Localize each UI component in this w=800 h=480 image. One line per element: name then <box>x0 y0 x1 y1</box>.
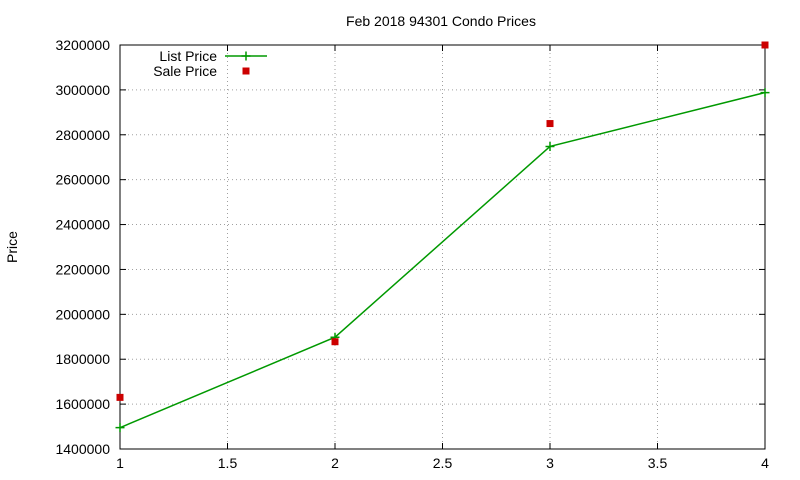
list-price-point <box>115 423 125 433</box>
series-layer <box>115 41 770 433</box>
y-tick-label: 2000000 <box>55 306 110 322</box>
list-price-point <box>545 141 555 151</box>
y-tick-label: 1600000 <box>55 396 110 412</box>
x-tick-label: 2 <box>331 455 339 471</box>
sale-price-point <box>331 338 339 346</box>
x-tick-label: 3.5 <box>648 455 668 471</box>
legend-label-sale-price: Sale Price <box>153 63 217 79</box>
y-axis-label: Price <box>4 231 20 263</box>
y-tick-label: 2800000 <box>55 127 110 143</box>
y-tick-label: 1400000 <box>55 441 110 457</box>
x-tick-label: 3 <box>546 455 554 471</box>
chart-title: Feb 2018 94301 Condo Prices <box>346 13 536 29</box>
y-tick-label: 1800000 <box>55 351 110 367</box>
legend-swatch-list-price-marker <box>241 51 251 61</box>
list-price-point <box>760 88 770 98</box>
x-tick-label: 4 <box>761 455 769 471</box>
x-tick-label: 1.5 <box>218 455 238 471</box>
x-tick-label: 2.5 <box>433 455 453 471</box>
axis-ticks: 1 1.5 2 2.5 3 3.5 4 1400000 1600000 1800000 200000… <box>55 37 769 471</box>
sale-price-point <box>546 120 554 128</box>
grid-lines <box>120 45 765 449</box>
legend: List Price Sale Price <box>153 48 267 79</box>
legend-label-list-price: List Price <box>159 48 217 64</box>
y-tick-label: 2600000 <box>55 172 110 188</box>
x-tick-label: 1 <box>116 455 124 471</box>
y-tick-label: 2400000 <box>55 217 110 233</box>
list-price-line <box>119 91 766 429</box>
sale-price-point <box>116 393 124 401</box>
y-tick-label: 2200000 <box>55 261 110 277</box>
y-tick-label: 3000000 <box>55 82 110 98</box>
sale-price-point <box>761 41 769 49</box>
y-tick-label: 3200000 <box>55 37 110 53</box>
legend-swatch-sale-price-marker <box>242 67 250 75</box>
